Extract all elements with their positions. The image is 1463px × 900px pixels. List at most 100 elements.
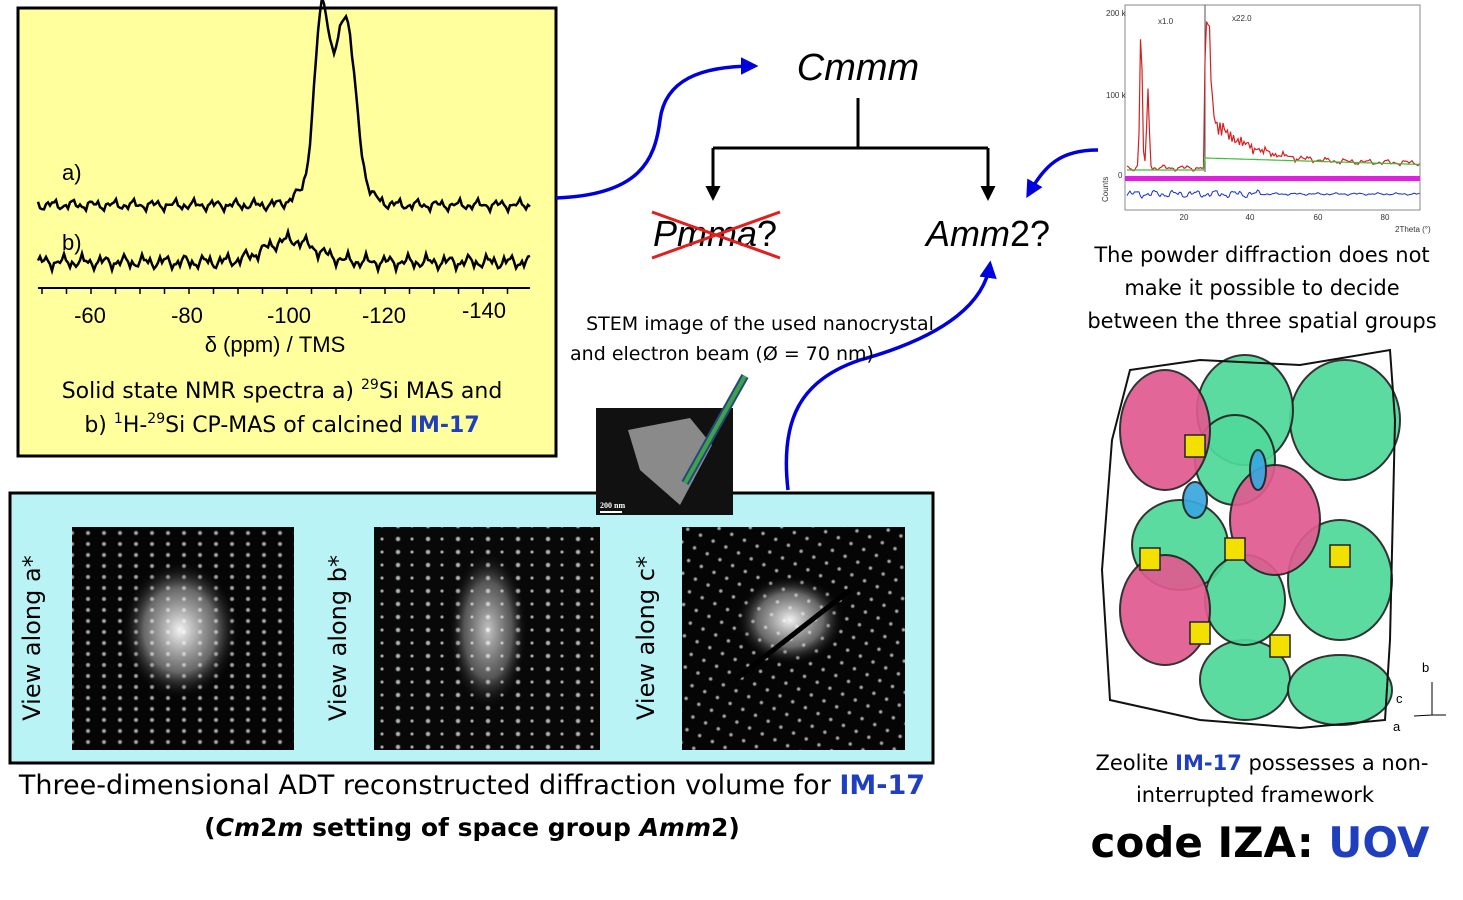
tick-label: 200 k: [1106, 9, 1127, 18]
view-label: View along a*: [18, 555, 46, 720]
framework-caption: Zeolite IM-17 possesses a non-: [1096, 751, 1429, 775]
tick-label: -120: [362, 303, 406, 328]
scale-label: x1.0: [1158, 17, 1174, 26]
superscript: 1: [114, 411, 123, 427]
tick-label: 60: [1314, 213, 1323, 222]
axis-name: b: [1422, 660, 1429, 675]
view-label: View along c*: [632, 556, 660, 720]
powder-plot: [1124, 4, 1421, 211]
cage: [1182, 481, 1208, 519]
caption-part: b): [84, 413, 114, 438]
spectrum-label: a): [62, 160, 82, 185]
stem-caption: STEM image of the used nanocrystal: [586, 313, 934, 335]
caption-part: (: [204, 813, 215, 842]
reflection-markers: [1125, 176, 1420, 181]
scale-label: x22.0: [1232, 14, 1252, 23]
caption-part: Zeolite: [1096, 751, 1176, 775]
cage: [1249, 449, 1267, 491]
double-ring: [1224, 537, 1246, 561]
arrow: [555, 57, 759, 200]
tick-label: -60: [74, 303, 106, 328]
nanocrystal: [628, 418, 712, 505]
tick-label: 40: [1246, 213, 1255, 222]
spectrum-label: b): [62, 230, 82, 255]
caption-part: Solid state NMR spectra a): [62, 379, 361, 404]
scale-label: 200 nm: [600, 501, 625, 510]
center-glow: [735, 575, 845, 665]
arrow: [1026, 148, 1099, 199]
tick-label: 80: [1381, 213, 1390, 222]
double-ring: [1139, 547, 1161, 571]
diffraction-c: [682, 527, 905, 750]
caption-part: 2: [260, 813, 277, 842]
group-suffix: 2?: [1010, 213, 1050, 254]
tick-label: -80: [171, 303, 203, 328]
beam: [683, 375, 747, 484]
double-ring: [1329, 544, 1351, 568]
spectrum-b: [36, 227, 531, 276]
powder-labels: 200 k 100 k 0 Counts x1.0 x22.0 20 40 60…: [1101, 9, 1431, 234]
spectrum-a: [36, 0, 531, 216]
code-label: code IZA:: [1091, 818, 1329, 867]
diffraction-b: [374, 527, 600, 750]
iza-code: code IZA: UOV: [1091, 818, 1430, 867]
caption: b) 1H-29Si CP-MAS of calcined IM-17: [84, 411, 479, 438]
axis-name: c: [1396, 691, 1403, 706]
tick-label: 100 k: [1106, 91, 1127, 100]
background: [1127, 157, 1420, 171]
powder-caption: The powder diffraction does not make it …: [1087, 243, 1436, 333]
diffraction-a: [72, 527, 294, 750]
axis-label: Counts: [1101, 177, 1110, 202]
caption-part: setting of space group: [303, 813, 639, 842]
caption-part: 2): [711, 813, 740, 842]
framework: [1100, 348, 1401, 730]
difference-curve: [1126, 189, 1420, 199]
space-group: Cmmm: [797, 47, 919, 89]
adt-caption: Three-dimensional ADT reconstructed diff…: [18, 770, 925, 801]
caption-part: m: [277, 813, 303, 842]
caption-line: The powder diffraction does not: [1093, 243, 1429, 267]
caption-part: Three-dimensional ADT reconstructed diff…: [18, 770, 839, 801]
highlight: IM-17: [1175, 751, 1242, 775]
superscript: 29: [147, 411, 165, 427]
axis-arrows: [1413, 682, 1446, 717]
tree: [713, 98, 988, 150]
caption-part: Cm: [216, 813, 260, 842]
space-group: Amm2?: [924, 213, 1050, 254]
group-name: Amm: [924, 213, 1010, 254]
tick-label: -100: [267, 303, 311, 328]
highlight: IM-17: [839, 770, 925, 801]
view-label: View along b*: [324, 555, 352, 721]
axes-indicator: b c a: [1393, 660, 1446, 734]
double-ring: [1269, 634, 1291, 658]
beam-stop: [733, 588, 852, 682]
framework-caption: interrupted framework: [1136, 783, 1375, 807]
stem-caption: and electron beam (Ø = 70 nm): [570, 343, 874, 365]
view-labels: View along a* View along b* View along c…: [18, 555, 660, 721]
superscript: 29: [361, 377, 379, 393]
tick-label: -140: [462, 298, 506, 323]
caption: Solid state NMR spectra a) 29Si MAS and: [62, 377, 503, 404]
center-glow: [448, 550, 528, 710]
axis-label: 2Theta (°): [1395, 225, 1431, 234]
outline: [1100, 348, 1397, 730]
arrow: [784, 260, 997, 491]
cross-out: [651, 210, 781, 260]
axis-label: δ (ppm) / TMS: [205, 332, 346, 357]
caption-part: Si MAS and: [379, 379, 502, 404]
cage: [1287, 654, 1393, 726]
group-suffix: ?: [757, 213, 777, 254]
cage: [1119, 369, 1211, 491]
tick-label: 20: [1180, 213, 1189, 222]
observed-pattern: [1126, 21, 1420, 172]
caption-part: Si CP-MAS of calcined: [165, 413, 410, 438]
caption-part: Amm: [638, 813, 711, 842]
caption-line: make it possible to decide: [1124, 276, 1399, 300]
nmr-tick-labels: -60 -80 -100 -120 -140: [74, 298, 506, 328]
highlight: IM-17: [410, 413, 480, 438]
cage: [1229, 464, 1321, 576]
adt-caption: (Cm2m setting of space group Amm2): [204, 813, 740, 842]
tick-label: 0: [1118, 171, 1123, 180]
